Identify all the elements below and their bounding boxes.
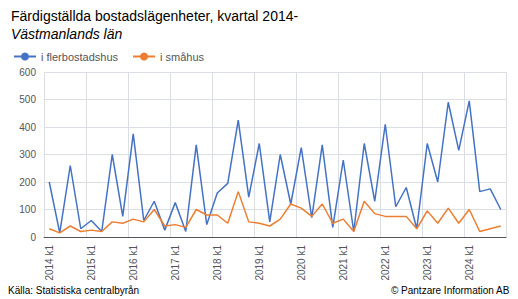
svg-text:Västmanlands län: Västmanlands län: [11, 26, 123, 42]
svg-text:500: 500: [19, 94, 36, 105]
svg-text:2020 k1: 2020 k1: [296, 245, 307, 281]
svg-text:2024 k1: 2024 k1: [464, 245, 475, 281]
svg-text:© Pantzare Information AB: © Pantzare Information AB: [391, 285, 510, 296]
svg-text:2014 k1: 2014 k1: [44, 245, 55, 281]
svg-text:200: 200: [19, 177, 36, 188]
svg-text:i småhus: i småhus: [160, 51, 205, 63]
svg-text:2022 k1: 2022 k1: [380, 245, 391, 281]
svg-text:Färdigställda bostadslägenhete: Färdigställda bostadslägenheter, kvartal…: [11, 8, 299, 24]
svg-text:i flerbostadshus: i flerbostadshus: [41, 51, 119, 63]
svg-text:2021 k1: 2021 k1: [338, 245, 349, 281]
svg-text:Källa: Statistiska centralbyrå: Källa: Statistiska centralbyrån: [8, 285, 139, 296]
svg-text:2016 k1: 2016 k1: [128, 245, 139, 281]
svg-text:2018 k1: 2018 k1: [212, 245, 223, 281]
svg-text:300: 300: [19, 149, 36, 160]
svg-text:2019 k1: 2019 k1: [254, 245, 265, 281]
svg-text:100: 100: [19, 204, 36, 215]
svg-text:2015 k1: 2015 k1: [86, 245, 97, 281]
svg-text:2017 k1: 2017 k1: [170, 245, 181, 281]
svg-text:2023 k1: 2023 k1: [422, 245, 433, 281]
svg-text:600: 600: [19, 67, 36, 78]
svg-text:0: 0: [30, 232, 36, 243]
svg-text:400: 400: [19, 122, 36, 133]
